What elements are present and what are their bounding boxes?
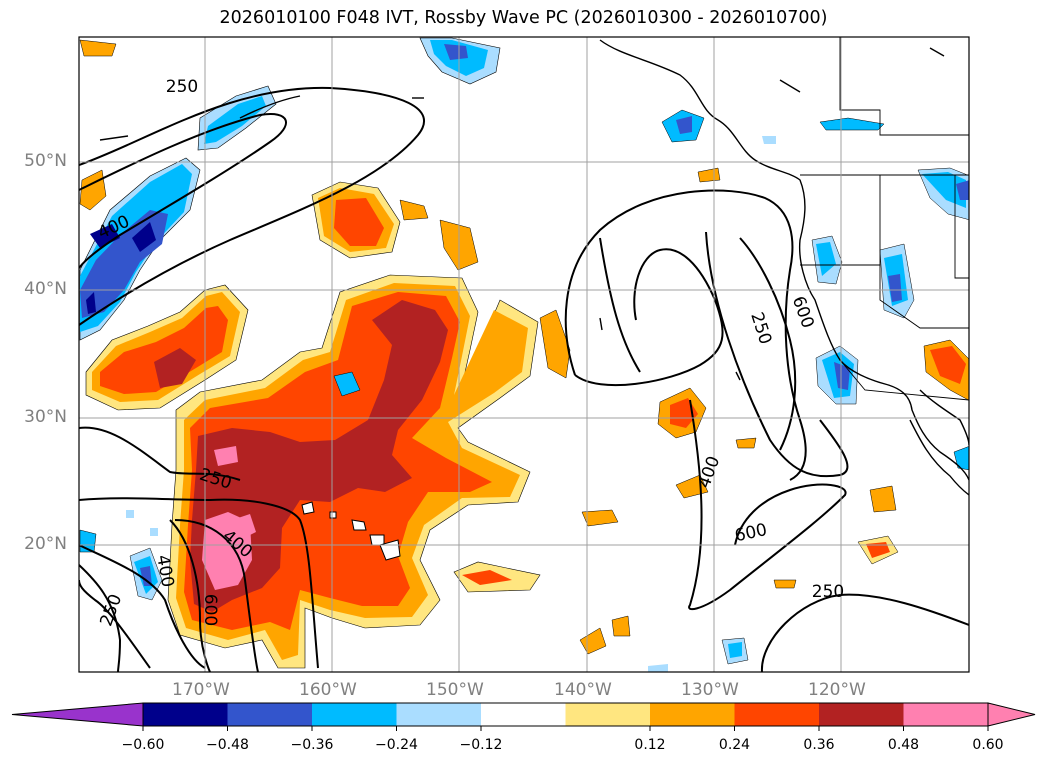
colorbar-tick-label: 0.24 [718,737,751,753]
lon-label: 130°W [681,680,739,700]
lat-label: 30°N [24,407,67,427]
colorbar-tick-label: 0.60 [972,737,1004,753]
state-borders [800,37,969,401]
colorbar-tick-label: −0.24 [375,737,418,753]
map-title: 2026010100 F048 IVT, Rossby Wave PC (202… [219,8,828,28]
colorbar-tick-label: −0.60 [121,737,165,753]
colorbar-cell [312,703,397,726]
colorbar-tick-label: 0.48 [887,737,920,753]
lat-label: 20°N [24,534,67,554]
colorbar-cell [734,703,820,726]
colorbar-extend-low [11,702,144,727]
colorbar-frame [142,702,989,727]
colorbar-tick-label: −0.36 [290,737,334,753]
colorbar-cell [565,703,651,726]
gridlines [79,37,969,672]
contour-label: 250 [812,582,844,602]
colorbar-tick-label: 0.36 [803,737,835,753]
colorbar [11,702,1036,731]
colorbar-extend-high [987,702,1036,727]
contour-label: 600 [200,594,220,626]
map-frame [78,36,970,673]
colorbar-cell [650,703,735,726]
lat-label: 50°N [24,151,67,171]
colorbar-cell [143,703,228,726]
colorbar-cell [481,703,566,726]
colorbar-tick-label: −0.48 [206,737,249,753]
contour-label: 250 [166,77,198,97]
colorbar-tick-label: −0.12 [459,737,503,753]
colorbar-cell [396,703,482,726]
colorbar-cell [227,703,313,726]
lon-label: 150°W [426,680,484,700]
colorbar-cell [903,703,989,726]
colorbar-cell [819,703,904,726]
ivt-contours [79,86,969,672]
lon-label: 170°W [172,680,230,700]
lon-label: 120°W [808,680,866,700]
colorbar-tick-label: 0.12 [634,737,666,753]
lon-label: 160°W [299,680,357,700]
lat-label: 40°N [24,279,67,299]
lon-label: 140°W [554,680,612,700]
